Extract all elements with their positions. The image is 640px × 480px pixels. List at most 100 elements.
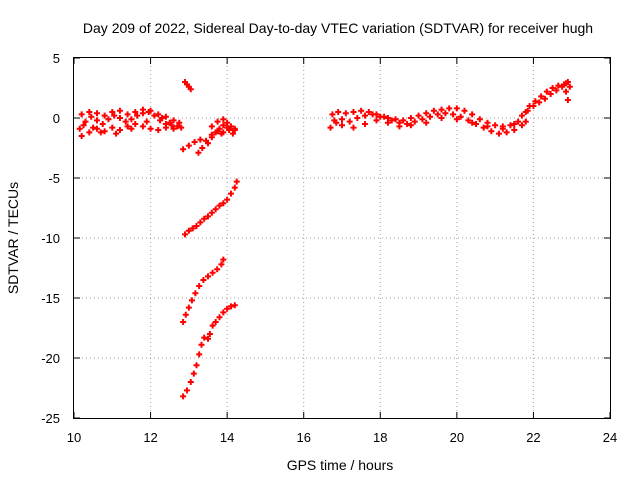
data-point (392, 116, 399, 123)
data-point (465, 117, 472, 124)
data-point (361, 112, 368, 119)
data-point (170, 125, 177, 132)
data-point (566, 83, 573, 90)
y-tick-label: -25 (41, 411, 60, 426)
data-point (86, 129, 93, 136)
data-point (101, 128, 108, 135)
data-point (88, 113, 95, 120)
data-point (191, 139, 198, 145)
data-point (536, 99, 543, 106)
data-point (461, 107, 468, 114)
data-point (189, 225, 196, 232)
data-point (555, 82, 562, 89)
data-point (231, 184, 238, 191)
data-point (139, 106, 146, 113)
data-point (388, 117, 395, 124)
y-axis-title: SDTVAR / TECUs (5, 182, 21, 294)
data-point (180, 146, 187, 153)
data-point (214, 266, 221, 273)
y-tick-label: 5 (53, 51, 60, 66)
data-point (182, 311, 189, 318)
data-point (99, 121, 106, 127)
data-point (350, 124, 357, 131)
data-point (564, 97, 571, 103)
data-point (201, 215, 208, 222)
data-point (365, 109, 372, 115)
data-point (480, 124, 487, 131)
data-point (216, 202, 223, 209)
data-point (139, 123, 146, 130)
data-point (434, 111, 441, 118)
data-point (208, 123, 215, 130)
y-tick-label: -5 (48, 171, 60, 186)
data-point (438, 115, 445, 121)
data-point (190, 370, 197, 377)
data-point (396, 123, 403, 130)
x-axis-title: GPS time / hours (287, 457, 394, 473)
data-point (109, 124, 116, 131)
data-point (187, 86, 194, 93)
data-point (122, 118, 129, 125)
data-point (339, 116, 345, 123)
data-point (484, 123, 491, 130)
data-point (231, 125, 238, 132)
grid-lines (74, 58, 610, 418)
data-point (196, 351, 203, 358)
data-point (193, 223, 200, 229)
x-axis-tick-labels: 10 12 14 16 18 20 22 24 (67, 430, 617, 445)
data-point (198, 341, 205, 348)
data-point (205, 335, 211, 342)
y-tick-label: -10 (41, 231, 60, 246)
data-point (180, 393, 187, 400)
data-point (224, 196, 231, 203)
data-point (116, 115, 123, 121)
data-point (97, 129, 104, 136)
data-point (231, 302, 238, 309)
data-point (176, 119, 183, 126)
data-point (182, 231, 189, 238)
data-point (132, 121, 139, 127)
data-point (200, 277, 207, 283)
data-point (469, 111, 476, 118)
data-point (522, 109, 529, 115)
data-point (350, 109, 357, 115)
data-point (381, 113, 388, 120)
data-point (538, 93, 545, 100)
data-point (492, 122, 499, 129)
series-descending-arc-2 (180, 256, 227, 325)
data-point (205, 273, 211, 280)
data-point (185, 142, 192, 149)
data-point (511, 121, 518, 127)
data-point (547, 91, 554, 97)
data-point (411, 118, 418, 125)
y-axis-tick-labels: 5 0 -5 -10 -15 -20 -25 (41, 51, 60, 426)
data-point (224, 305, 231, 312)
data-point (116, 107, 123, 114)
data-point (116, 127, 123, 133)
data-point (562, 88, 569, 95)
data-point (78, 133, 85, 139)
data-point (185, 304, 192, 311)
x-tick-label: 20 (450, 430, 464, 445)
data-point (208, 131, 215, 138)
series-morning-band (76, 106, 185, 139)
data-point (518, 122, 525, 129)
data-point (518, 112, 525, 119)
data-point (404, 121, 411, 127)
data-point (499, 125, 506, 132)
data-point (331, 117, 338, 124)
chart-title: Day 209 of 2022, Sidereal Day-to-day VTE… (83, 20, 593, 36)
data-point (205, 213, 211, 220)
data-point (214, 118, 221, 125)
data-point (218, 261, 225, 268)
data-point (192, 290, 199, 297)
data-point (450, 111, 457, 118)
data-point (80, 122, 87, 129)
plot-frame (73, 57, 611, 419)
data-point (532, 98, 539, 105)
data-point (224, 124, 231, 131)
data-point (101, 112, 108, 119)
data-point (373, 117, 380, 124)
data-point (522, 118, 529, 125)
